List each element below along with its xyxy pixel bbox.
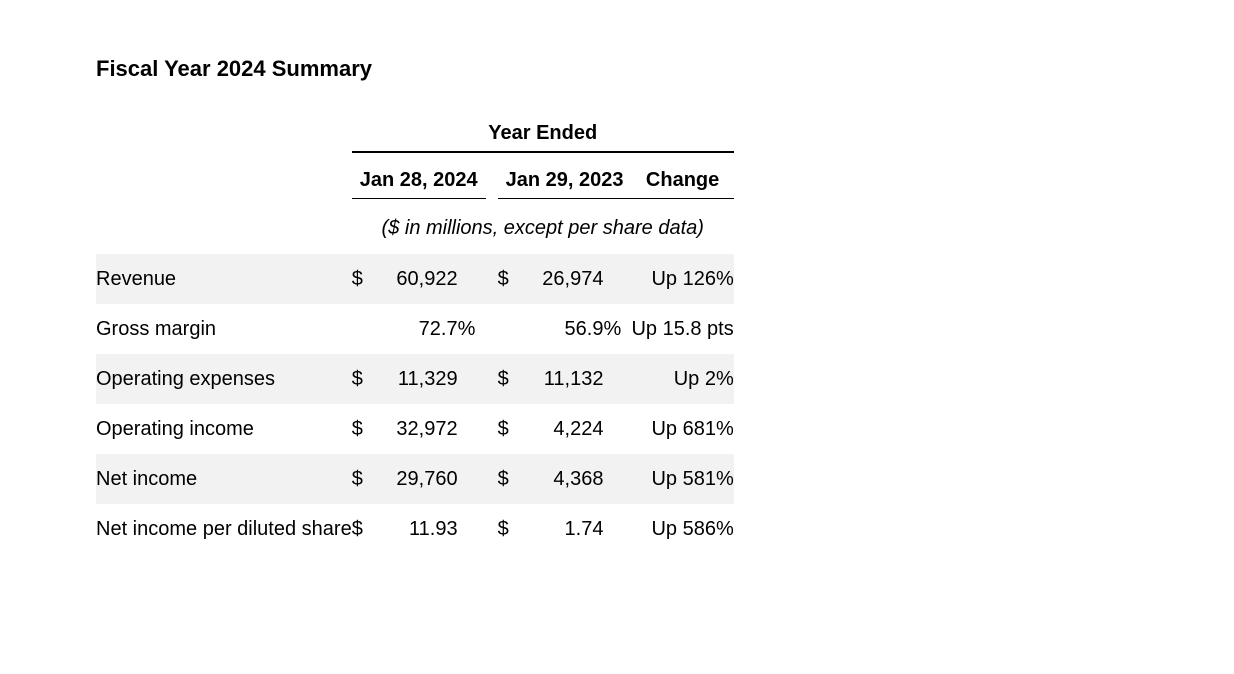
row-label: Operating income <box>96 404 352 454</box>
page: Fiscal Year 2024 Summary Year Ended Jan … <box>0 0 1234 554</box>
unit-period2 <box>603 404 631 454</box>
unit-period1 <box>458 504 486 554</box>
unit-period2 <box>603 354 631 404</box>
column-header-row: Jan 28, 2024 Jan 29, 2023 Change <box>96 169 734 217</box>
currency-symbol: $ <box>352 504 376 554</box>
value-change: Up 2% <box>631 354 733 404</box>
value-change: Up 586% <box>631 504 733 554</box>
currency-symbol <box>352 304 376 354</box>
row-label: Gross margin <box>96 304 352 354</box>
summary-table: Year Ended Jan 28, 2024 Jan 29, 2023 Cha… <box>96 122 734 554</box>
table-body: Revenue$60,922$26,974Up 126%Gross margin… <box>96 254 734 554</box>
currency-symbol: $ <box>352 454 376 504</box>
value-change: Up 681% <box>631 404 733 454</box>
value-period2: 4,224 <box>522 404 604 454</box>
table-row: Revenue$60,922$26,974Up 126% <box>96 254 734 304</box>
currency-symbol: $ <box>498 404 522 454</box>
value-period1: 11,329 <box>376 354 458 404</box>
currency-symbol <box>498 304 522 354</box>
value-period2: 56.9 <box>522 304 604 354</box>
unit-period1 <box>458 254 486 304</box>
value-period1: 60,922 <box>376 254 458 304</box>
unit-period1 <box>458 454 486 504</box>
col-header-rule <box>352 198 486 199</box>
units-note-row: ($ in millions, except per share data) <box>96 217 734 254</box>
col-header-period2: Jan 29, 2023 <box>498 169 632 198</box>
row-label: Net income per diluted share <box>96 504 352 554</box>
page-title: Fiscal Year 2024 Summary <box>96 56 1234 82</box>
value-period2: 1.74 <box>522 504 604 554</box>
value-change: Up 15.8 pts <box>631 304 733 354</box>
super-header: Year Ended <box>352 122 734 151</box>
value-period2: 4,368 <box>522 454 604 504</box>
col-header-change: Change <box>631 169 733 198</box>
value-change: Up 581% <box>631 454 733 504</box>
row-label: Revenue <box>96 254 352 304</box>
col-header-rule <box>631 198 733 199</box>
value-period1: 32,972 <box>376 404 458 454</box>
table-row: Net income per diluted share$11.93$1.74U… <box>96 504 734 554</box>
value-period2: 11,132 <box>522 354 604 404</box>
super-header-rule <box>352 151 734 153</box>
currency-symbol: $ <box>498 454 522 504</box>
value-change: Up 126% <box>631 254 733 304</box>
col-header-period1: Jan 28, 2024 <box>352 169 486 198</box>
row-label: Operating expenses <box>96 354 352 404</box>
unit-period1: % <box>458 304 486 354</box>
currency-symbol: $ <box>352 254 376 304</box>
currency-symbol: $ <box>498 254 522 304</box>
table-row: Operating expenses$11,329$11,132Up 2% <box>96 354 734 404</box>
table-row: Operating income$32,972$4,224Up 681% <box>96 404 734 454</box>
table-row: Net income$29,760$4,368Up 581% <box>96 454 734 504</box>
row-label: Net income <box>96 454 352 504</box>
unit-period2 <box>603 504 631 554</box>
value-period1: 29,760 <box>376 454 458 504</box>
unit-period2 <box>603 254 631 304</box>
unit-period1 <box>458 354 486 404</box>
currency-symbol: $ <box>352 404 376 454</box>
unit-period2: % <box>603 304 631 354</box>
col-header-rule <box>498 198 632 199</box>
value-period1: 72.7 <box>376 304 458 354</box>
table-row: Gross margin72.7%56.9%Up 15.8 pts <box>96 304 734 354</box>
super-header-row: Year Ended <box>96 122 734 169</box>
value-period1: 11.93 <box>376 504 458 554</box>
currency-symbol: $ <box>498 504 522 554</box>
currency-symbol: $ <box>352 354 376 404</box>
units-note: ($ in millions, except per share data) <box>352 217 734 254</box>
unit-period1 <box>458 404 486 454</box>
unit-period2 <box>603 454 631 504</box>
value-period2: 26,974 <box>522 254 604 304</box>
currency-symbol: $ <box>498 354 522 404</box>
